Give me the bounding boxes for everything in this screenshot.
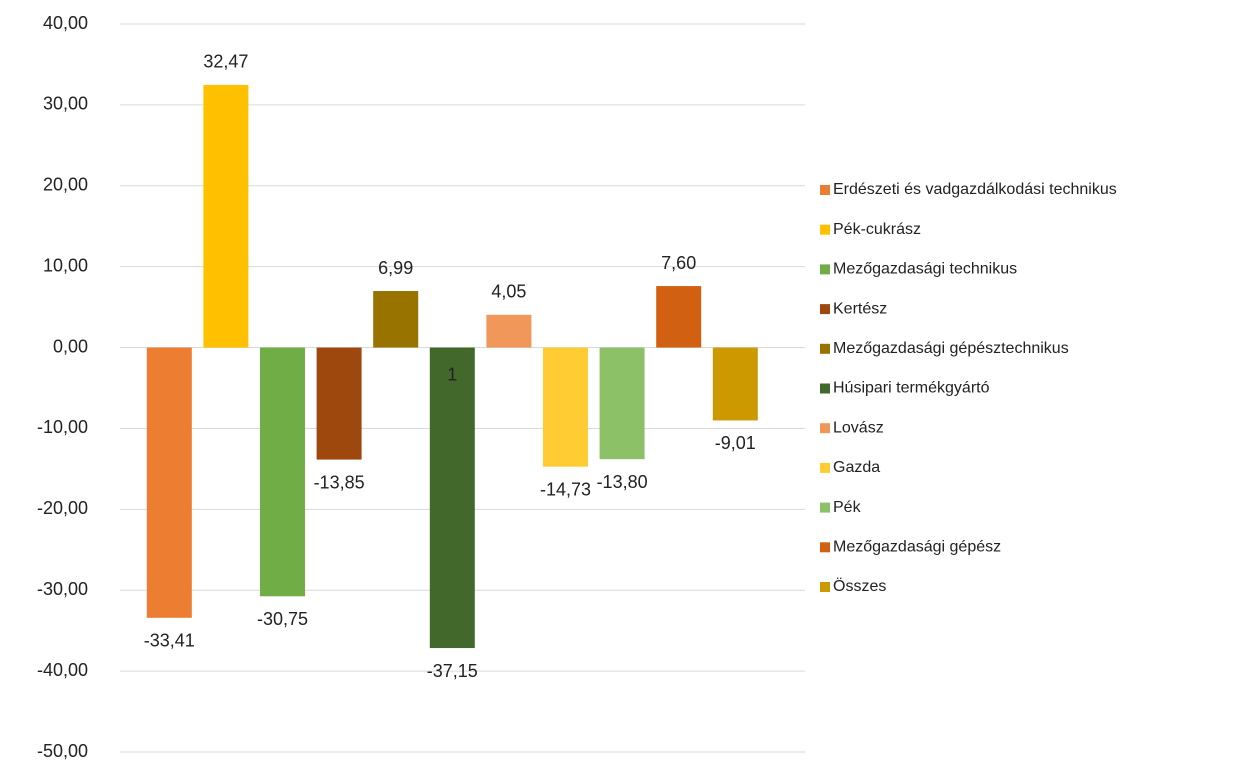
legend-swatch <box>820 383 830 394</box>
data-label: 4,05 <box>491 282 526 302</box>
bar <box>486 314 532 348</box>
y-tick-label: 40,00 <box>43 13 88 33</box>
legend-label: Kertész <box>833 300 887 317</box>
legend-label: Gazda <box>833 459 880 476</box>
data-label: 32,47 <box>203 52 248 72</box>
legend-label: Erdészeti és vadgazdálkodási technikus <box>833 181 1117 198</box>
bar <box>429 347 475 649</box>
legend-swatch <box>820 542 830 553</box>
data-label: -37,15 <box>427 661 478 681</box>
legend-swatch <box>820 264 830 275</box>
y-tick-label: -30,00 <box>37 579 88 599</box>
legend-swatch <box>820 423 830 434</box>
data-label: -13,80 <box>597 472 648 492</box>
legend-label: Pék <box>833 499 862 516</box>
y-tick-label: 30,00 <box>43 94 88 114</box>
legend-label: Mezőgazdasági gépésztechnikus <box>833 340 1069 357</box>
bar <box>260 347 305 597</box>
y-tick-label: -50,00 <box>37 741 88 761</box>
legend-swatch <box>820 462 830 473</box>
bar <box>316 347 362 460</box>
data-label: -14,73 <box>540 479 591 499</box>
legend-label: Mezőgazdasági gépész <box>833 539 1001 556</box>
bar <box>656 286 702 348</box>
bar <box>146 347 192 618</box>
data-label: -30,75 <box>257 609 308 629</box>
bar <box>599 347 645 460</box>
legend-label: Húsipari termékgyártó <box>833 380 990 397</box>
legend-swatch <box>820 224 830 235</box>
data-label: 6,99 <box>378 258 413 278</box>
legend-swatch <box>820 304 830 315</box>
bar <box>543 347 588 467</box>
y-tick-label: -10,00 <box>37 417 88 437</box>
data-label: -13,85 <box>314 472 365 492</box>
annotation: 1 <box>447 364 457 384</box>
bar <box>373 291 419 348</box>
y-tick-label: 10,00 <box>43 255 88 275</box>
legend-swatch <box>820 343 830 354</box>
y-tick-label: 0,00 <box>53 336 88 356</box>
legend-label: Pék-cukrász <box>833 221 921 238</box>
legend-label: Mezőgazdasági technikus <box>833 261 1017 278</box>
legend-swatch <box>820 185 830 195</box>
y-tick-label: -20,00 <box>37 498 88 518</box>
legend-swatch <box>820 502 830 513</box>
legend-label: Lovász <box>833 419 884 436</box>
bar <box>203 84 249 348</box>
bar <box>712 347 758 421</box>
legend-label: Összes <box>833 577 886 595</box>
data-label: -9,01 <box>715 433 756 453</box>
legend-swatch <box>820 582 830 592</box>
data-label: -33,41 <box>144 631 195 651</box>
y-tick-label: -40,00 <box>37 660 88 680</box>
data-label: 7,60 <box>661 253 696 273</box>
y-tick-label: 20,00 <box>43 175 88 195</box>
